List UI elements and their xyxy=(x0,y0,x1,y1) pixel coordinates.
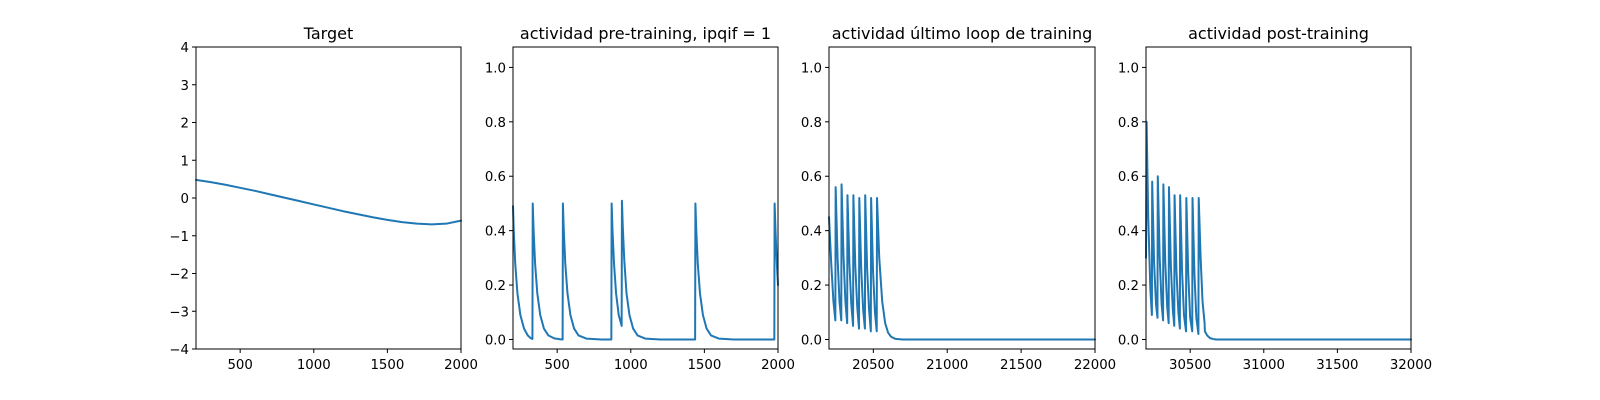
x-tick-label: 32000 xyxy=(1390,358,1432,373)
y-tick-label: 0.4 xyxy=(1118,225,1139,240)
y-tick-label: 0.8 xyxy=(801,116,822,131)
y-tick-label: 0.8 xyxy=(485,116,506,131)
y-tick-label: 4 xyxy=(181,41,189,56)
series-line xyxy=(1145,120,1412,341)
series-line xyxy=(512,199,779,341)
panel-title: actividad último loop de training xyxy=(832,24,1093,43)
y-tick-label: 0.2 xyxy=(1118,279,1139,294)
y-tick-label: −4 xyxy=(169,343,189,358)
y-tick-label: 0.0 xyxy=(801,333,822,348)
x-tick-label: 500 xyxy=(227,358,252,373)
x-tick-label: 2000 xyxy=(444,358,478,373)
y-tick-label: 0.0 xyxy=(1118,333,1139,348)
y-tick-label: 0.6 xyxy=(1118,170,1139,185)
tick-group: 500 1000 1500 2000 0.0 0.2 0.4 0.6 0.8 1.0 xyxy=(485,61,795,373)
y-tick-label: 0.8 xyxy=(1118,116,1139,131)
x-tick-label: 1500 xyxy=(370,358,404,373)
y-tick-label: 0.2 xyxy=(485,279,506,294)
series-line xyxy=(195,178,462,226)
y-tick-label: 0.6 xyxy=(801,170,822,185)
axes-frame xyxy=(195,46,462,350)
tick-group: 500 1000 1500 2000 −4 −3 −2 −1 0 1 2 3 4 xyxy=(169,41,478,373)
x-tick-label: 31000 xyxy=(1243,358,1285,373)
x-tick-label: 1000 xyxy=(614,358,648,373)
x-tick-label: 1000 xyxy=(297,358,331,373)
series-line xyxy=(828,183,1096,341)
y-tick-label: 0.0 xyxy=(485,333,506,348)
x-tick-label: 31500 xyxy=(1316,358,1358,373)
y-tick-label: −3 xyxy=(169,305,189,320)
tick-group: 30500 31000 31500 32000 0.0 0.2 0.4 0.6 0.8 1.0 xyxy=(1118,61,1432,373)
panel-target: Target 500 1000 1500 2000 −4 −3 −2 −1 0 1 2 3 4 xyxy=(169,24,478,373)
y-tick-label: 1.0 xyxy=(485,61,506,76)
x-tick-label: 500 xyxy=(544,358,569,373)
y-tick-label: 1.0 xyxy=(801,61,822,76)
y-tick-label: 0.6 xyxy=(485,170,506,185)
y-tick-label: 0.4 xyxy=(485,225,506,240)
tick-group: 20500 21000 21500 22000 0.0 0.2 0.4 0.6 0.8 1.0 xyxy=(801,61,1116,373)
panel-title: Target xyxy=(303,24,354,43)
panel-title: actividad post-training xyxy=(1188,24,1369,43)
axes-frame xyxy=(1145,46,1412,350)
x-tick-label: 30500 xyxy=(1169,358,1211,373)
axes-frame xyxy=(828,46,1096,350)
y-tick-label: 1.0 xyxy=(1118,61,1139,76)
x-tick-label: 2000 xyxy=(761,358,795,373)
axes-frame xyxy=(512,46,779,350)
y-tick-label: 3 xyxy=(181,79,189,94)
y-tick-label: −1 xyxy=(169,230,189,245)
x-tick-label: 20500 xyxy=(852,358,894,373)
x-tick-label: 1500 xyxy=(687,358,721,373)
panel-pre-training: actividad pre-training, ipqif = 1 500 100… xyxy=(485,24,795,373)
y-tick-label: 0 xyxy=(181,192,189,207)
x-tick-label: 22000 xyxy=(1074,358,1116,373)
panel-post-training: actividad post-training 30500 31000 31500 3… xyxy=(1118,24,1432,373)
y-tick-label: 1 xyxy=(181,154,189,169)
x-tick-label: 21500 xyxy=(1000,358,1042,373)
y-tick-label: 0.4 xyxy=(801,225,822,240)
y-tick-label: 0.2 xyxy=(801,279,822,294)
y-tick-label: 2 xyxy=(181,117,189,132)
panel-last-training-loop: actividad último loop de training 20500 2… xyxy=(801,24,1116,373)
x-tick-label: 21000 xyxy=(926,358,968,373)
panel-title: actividad pre-training, ipqif = 1 xyxy=(520,24,771,43)
y-tick-label: −2 xyxy=(169,268,189,283)
